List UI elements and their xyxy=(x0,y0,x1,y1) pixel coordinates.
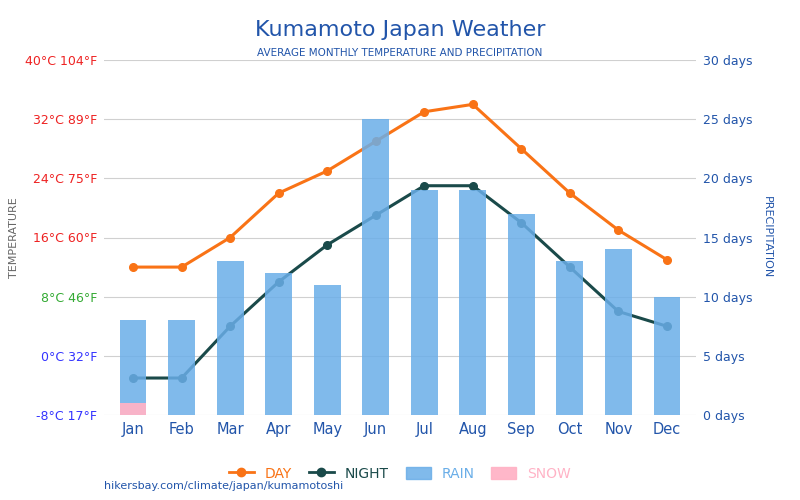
Bar xyxy=(120,320,146,415)
Bar xyxy=(314,285,341,415)
Bar xyxy=(459,190,486,415)
Text: AVERAGE MONTHLY TEMPERATURE AND PRECIPITATION: AVERAGE MONTHLY TEMPERATURE AND PRECIPIT… xyxy=(258,48,542,58)
Bar xyxy=(557,261,583,415)
Y-axis label: TEMPERATURE: TEMPERATURE xyxy=(10,197,19,278)
Bar xyxy=(168,320,195,415)
Bar xyxy=(266,273,292,415)
Bar xyxy=(362,119,389,415)
Y-axis label: PRECIPITATION: PRECIPITATION xyxy=(762,196,772,278)
Bar xyxy=(654,296,680,415)
Text: hikersbay.com/climate/japan/kumamotoshi: hikersbay.com/climate/japan/kumamotoshi xyxy=(104,481,343,491)
Bar xyxy=(217,261,243,415)
Bar xyxy=(605,250,632,415)
Text: Kumamoto Japan Weather: Kumamoto Japan Weather xyxy=(254,20,546,40)
Bar xyxy=(411,190,438,415)
Bar xyxy=(120,403,146,415)
Bar xyxy=(508,214,534,415)
Legend: DAY, NIGHT, RAIN, SNOW: DAY, NIGHT, RAIN, SNOW xyxy=(223,461,577,486)
